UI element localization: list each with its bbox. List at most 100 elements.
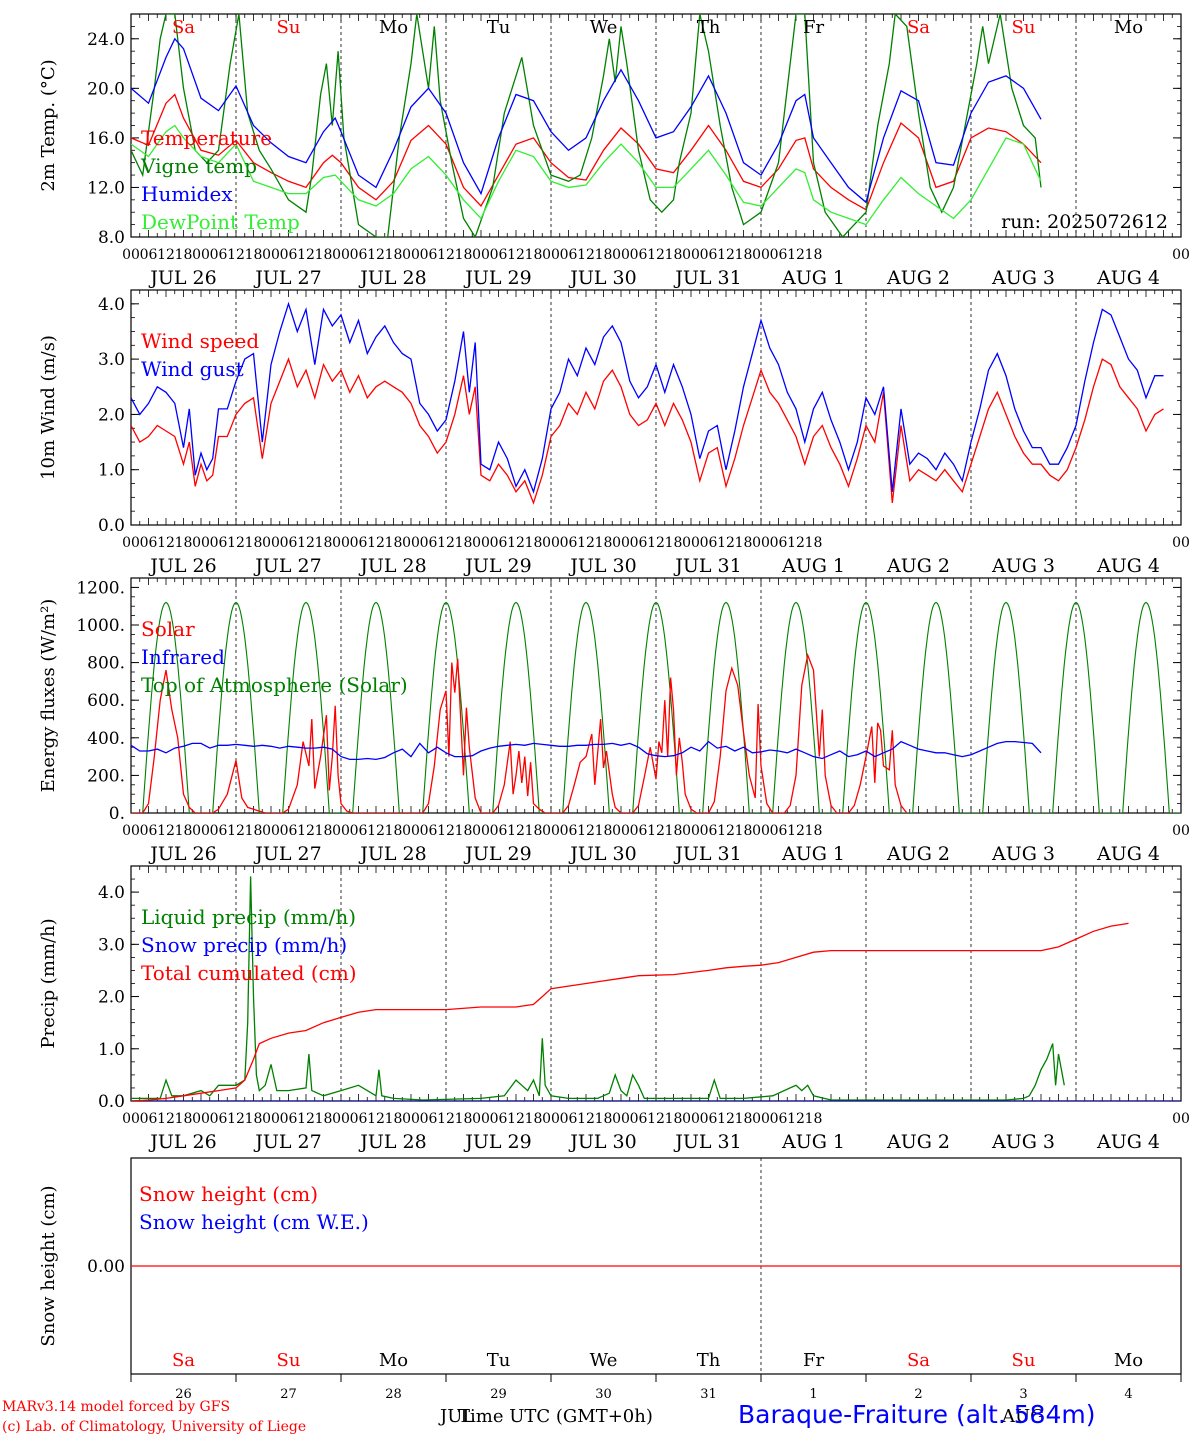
- hour-tick-label: 06: [490, 247, 508, 263]
- hour-tick-label: 18: [525, 247, 543, 263]
- hour-tick-label: 12: [577, 247, 595, 263]
- hour-tick-label: 12: [437, 535, 455, 551]
- hour-tick-label: 00: [752, 535, 770, 551]
- hour-tick-label: 00: [542, 823, 560, 839]
- hour-tick-label: 00: [612, 823, 630, 839]
- date-label: JUL 29: [463, 267, 531, 289]
- date-label: AUG 1: [781, 843, 845, 865]
- y-tick-label: 1200.: [76, 578, 125, 598]
- hour-tick-label: 00: [122, 535, 140, 551]
- weekday-label: Mo: [379, 17, 408, 38]
- hour-tick-label: 00: [472, 1111, 490, 1127]
- weekday-label: Tu: [487, 17, 511, 38]
- hour-tick-label: 06: [420, 535, 438, 551]
- hour-tick-label: 06: [140, 1111, 158, 1127]
- hour-tick-label: 06: [560, 823, 578, 839]
- date-label: JUL 26: [148, 267, 216, 289]
- hour-tick-label: 06: [210, 247, 228, 263]
- hour-tick-label: 12: [577, 823, 595, 839]
- date-label: JUL 30: [568, 1131, 636, 1153]
- legend-entry: Total cumulated (cm): [141, 961, 357, 985]
- date-label: JUL 30: [568, 843, 636, 865]
- date-label: JUL 28: [358, 555, 426, 577]
- hour-tick-label: 06: [140, 535, 158, 551]
- date-label: AUG 3: [991, 267, 1055, 289]
- hour-tick-label: 18: [175, 823, 193, 839]
- y-tick-label: 4.0: [98, 883, 125, 903]
- hour-tick-label: 06: [700, 823, 718, 839]
- y-tick-label: 1.0: [98, 1040, 125, 1060]
- hour-tick-label: 06: [490, 1111, 508, 1127]
- date-label: JUL 31: [673, 843, 741, 865]
- date-label: JUL 30: [568, 555, 636, 577]
- y-axis-label: Energy fluxes (W/m²): [38, 599, 59, 793]
- hour-tick-label: 00: [542, 535, 560, 551]
- y-axis-label: 2m Temp. (°C): [38, 59, 59, 191]
- hour-tick-label: 06: [490, 823, 508, 839]
- hour-tick-label: 00: [122, 247, 140, 263]
- hour-tick-label: 18: [525, 823, 543, 839]
- date-label: JUL 28: [358, 1131, 426, 1153]
- date-label: AUG 4: [1096, 267, 1160, 289]
- y-tick-label: 4.0: [98, 295, 125, 315]
- weekday-label: We: [590, 1350, 618, 1371]
- hour-tick-label: 18: [735, 823, 753, 839]
- hour-tick-label: 06: [420, 823, 438, 839]
- y-axis-label: 10m Wind (m/s): [38, 335, 59, 480]
- hour-tick-label: 12: [507, 535, 525, 551]
- panel-3: 0. 200. 400. 600. 800. 1000. 1200. Energy fluxe…: [38, 577, 1190, 865]
- y-tick-label: 24.0: [87, 30, 125, 50]
- series-line-1: [131, 652, 908, 813]
- legend-entry: Humidex: [141, 182, 233, 206]
- hour-tick-label: 06: [490, 535, 508, 551]
- legend-entry: Wind gust: [141, 357, 244, 381]
- weekday-label: Mo: [1114, 17, 1143, 38]
- legend-entry: DewPoint Temp: [141, 210, 300, 234]
- hour-tick-label: 00: [122, 1111, 140, 1127]
- weekday-label: We: [590, 17, 618, 38]
- hour-tick-label: 12: [297, 247, 315, 263]
- weekday-label: Su: [1012, 17, 1036, 38]
- hour-tick-label: 12: [227, 535, 245, 551]
- hour-tick-label: 12: [647, 535, 665, 551]
- date-label: AUG 3: [991, 1131, 1055, 1153]
- hour-tick-label: 18: [455, 247, 473, 263]
- hour-tick-label: 06: [630, 247, 648, 263]
- hour-tick-label: 12: [787, 823, 805, 839]
- hour-tick-label: 00: [262, 1111, 280, 1127]
- hour-tick-label: 00: [1172, 823, 1190, 839]
- hour-tick-label: 18: [525, 1111, 543, 1127]
- series-line-1: [131, 93, 1042, 211]
- hour-tick-label: 06: [700, 247, 718, 263]
- hour-tick-label: 00: [402, 247, 420, 263]
- hour-tick-label: 12: [227, 823, 245, 839]
- y-tick-label: 1000.: [76, 616, 125, 636]
- hour-tick-label: 12: [577, 1111, 595, 1127]
- hour-tick-label: 12: [437, 247, 455, 263]
- date-label: JUL 26: [148, 843, 216, 865]
- hour-tick-label: 00: [752, 247, 770, 263]
- date-label: JUL 27: [253, 1131, 321, 1153]
- weekday-label: Mo: [379, 1350, 408, 1371]
- hour-tick-label: 06: [770, 823, 788, 839]
- hour-tick-label: 12: [297, 535, 315, 551]
- panel-2: 0.0 1.0 2.0 3.0 4.0 10m Wind (m/s) Wind speed W…: [38, 289, 1190, 577]
- hour-tick-label: 00: [402, 1111, 420, 1127]
- hour-tick-label: 00: [472, 535, 490, 551]
- date-label: JUL 29: [463, 1131, 531, 1153]
- hour-tick-label: 00: [402, 823, 420, 839]
- hour-tick-label: 18: [175, 535, 193, 551]
- hour-tick-label: 12: [717, 535, 735, 551]
- date-label: AUG 3: [991, 843, 1055, 865]
- date-label: JUL 28: [358, 267, 426, 289]
- hour-tick-label: 12: [437, 1111, 455, 1127]
- hour-tick-label: 18: [735, 247, 753, 263]
- hour-tick-label: 18: [385, 535, 403, 551]
- hour-tick-label: 00: [612, 535, 630, 551]
- hour-tick-label: 06: [140, 247, 158, 263]
- hour-tick-label: 00: [192, 247, 210, 263]
- hour-tick-label: 00: [472, 247, 490, 263]
- hour-tick-label: 06: [210, 823, 228, 839]
- legend-entry: Solar: [141, 617, 195, 641]
- hour-tick-label: 12: [717, 247, 735, 263]
